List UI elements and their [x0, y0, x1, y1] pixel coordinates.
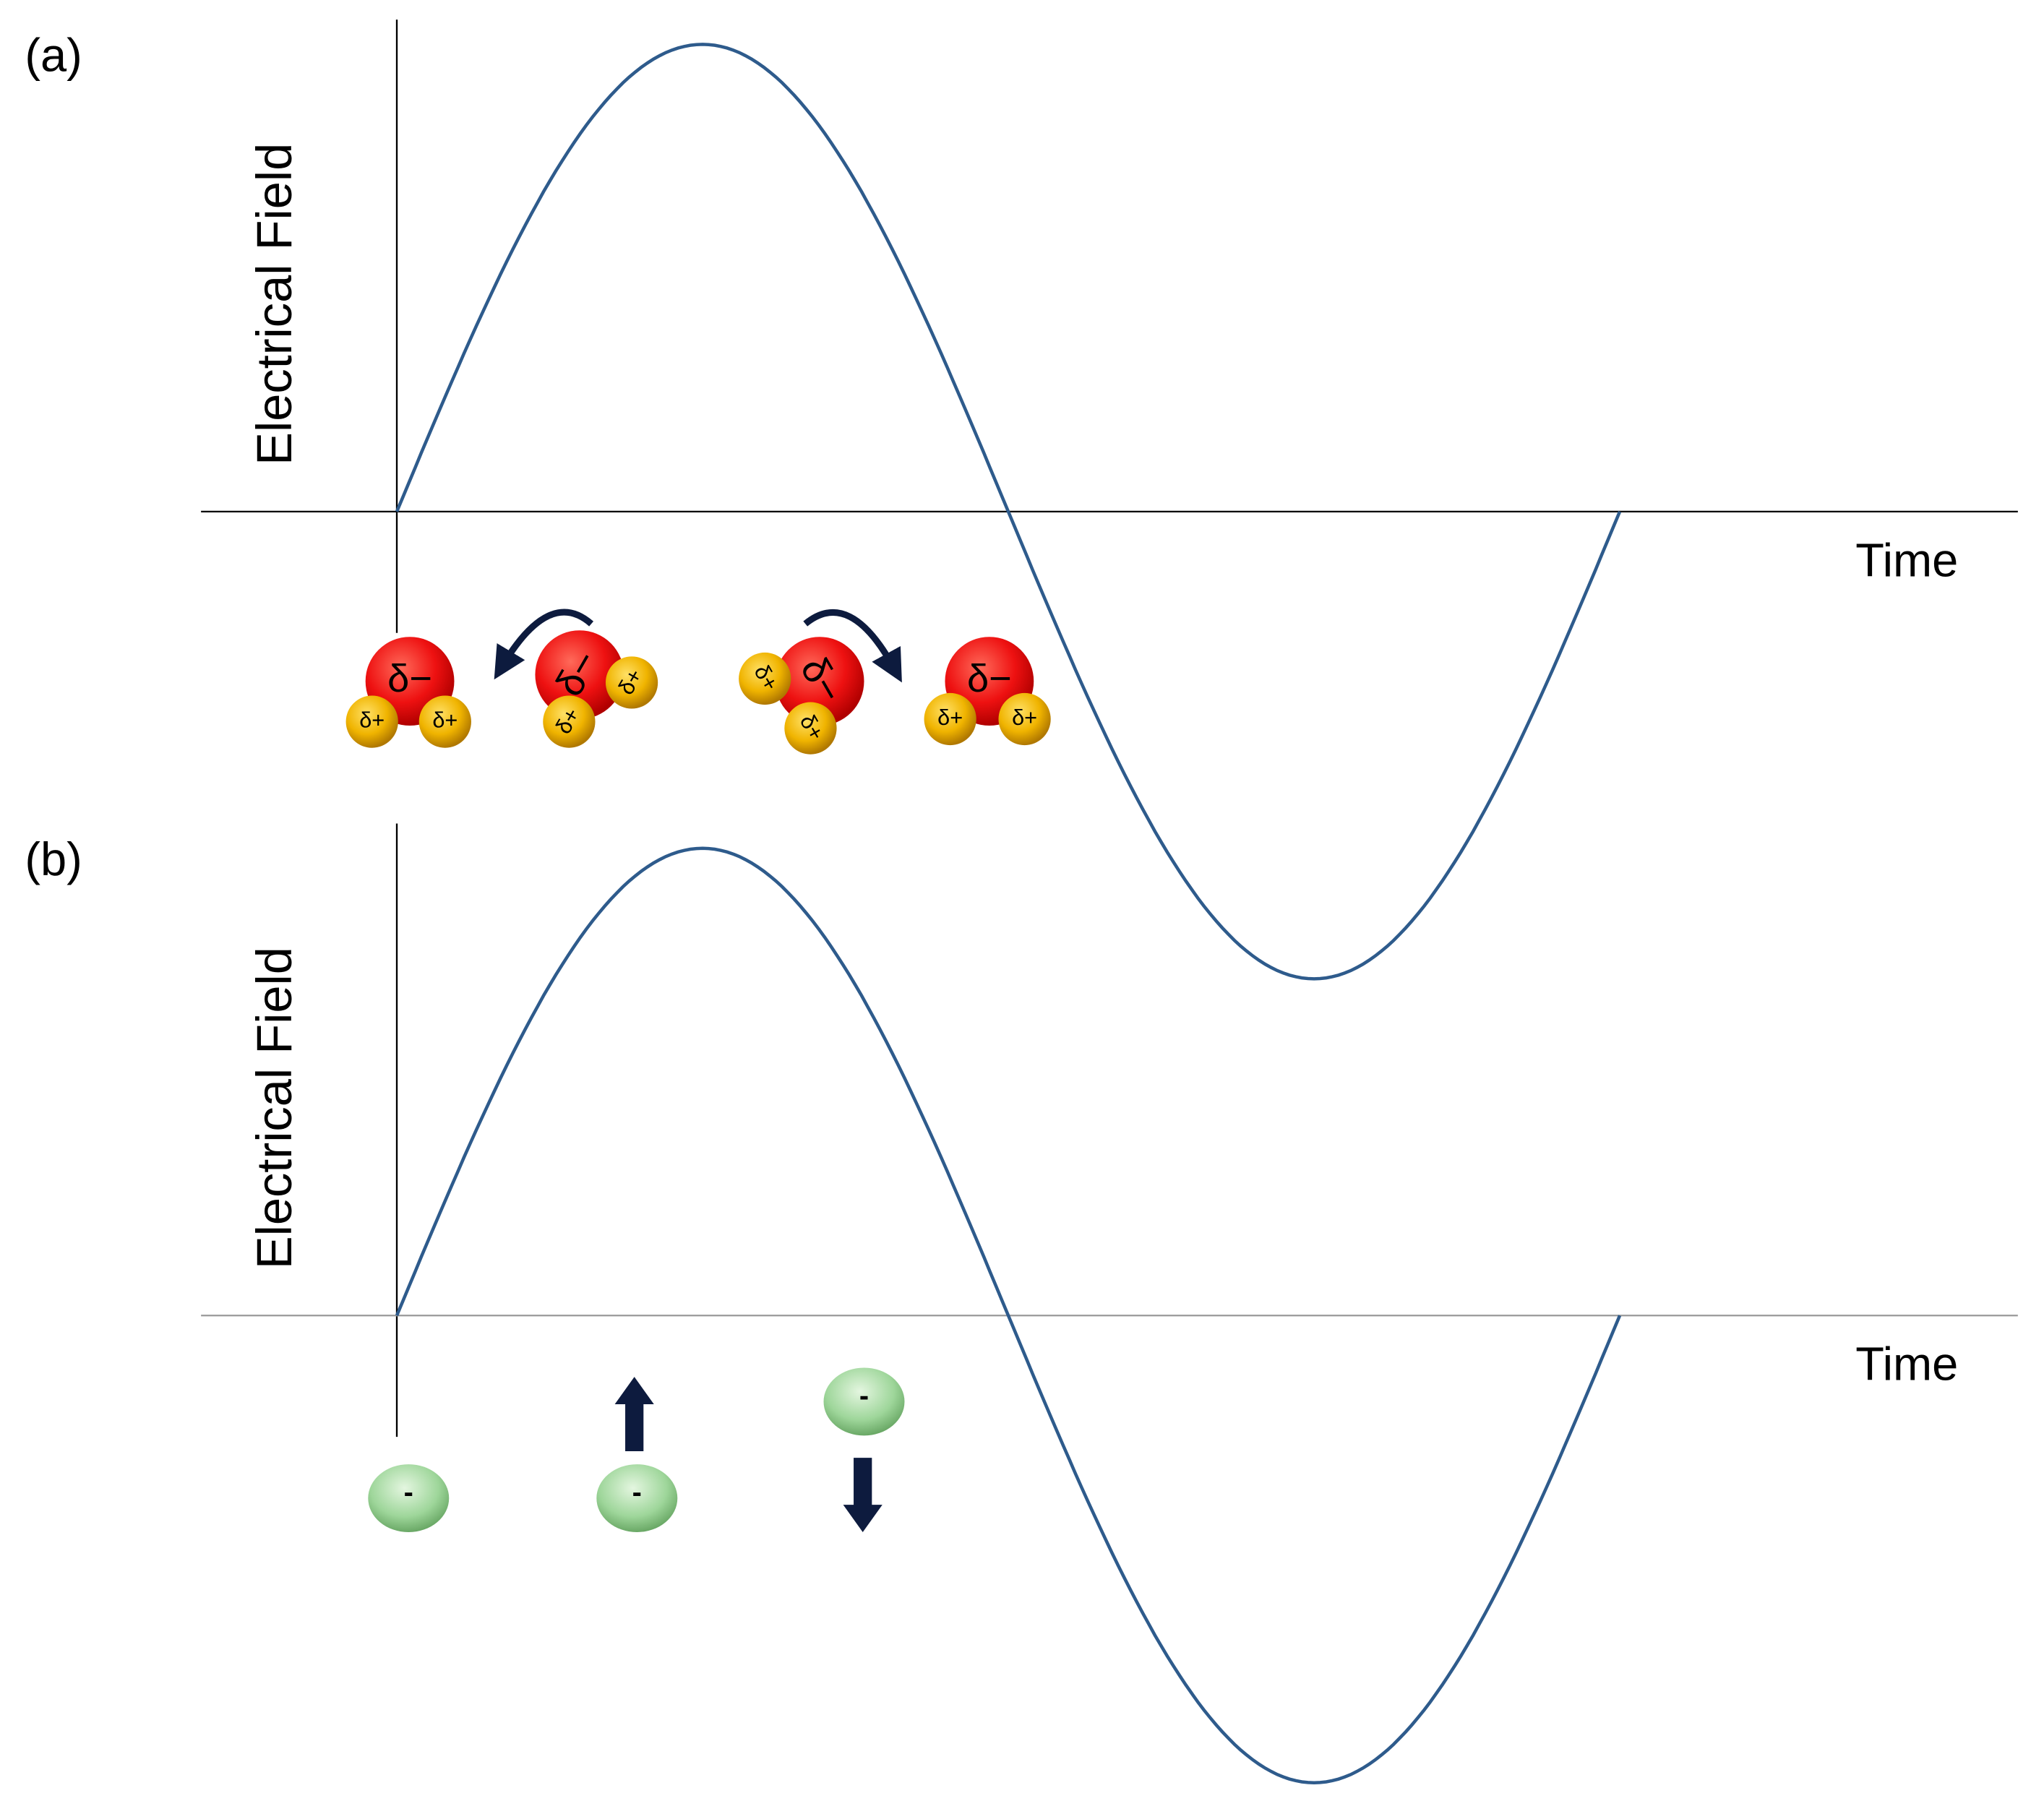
ion: [368, 1464, 450, 1533]
oxygen-charge: δ−: [967, 657, 1012, 700]
oxygen-atom: [775, 637, 864, 726]
hydrogen-atom: [998, 692, 1051, 746]
ion: [596, 1464, 678, 1533]
panel-label: (a): [25, 28, 82, 81]
hydrogen-charge: δ+: [359, 708, 385, 733]
ion: [823, 1367, 905, 1436]
x-axis-label: Time: [1855, 1338, 1958, 1390]
hydrogen-charge: δ+: [432, 708, 458, 733]
oxygen-charge: δ−: [387, 657, 432, 700]
ion-charge: -: [632, 1477, 642, 1508]
rotation-arrow: [803, 609, 902, 683]
motion-arrow: [843, 1458, 883, 1533]
sine-wave: [395, 43, 1622, 981]
hydrogen-atom: [739, 652, 791, 705]
ion-charge: -: [404, 1477, 413, 1508]
sine-wave: [395, 846, 1622, 1784]
hydrogen-atom: [345, 695, 398, 748]
hydrogen-charge: δ+: [937, 705, 963, 730]
oxygen-atom: [535, 630, 624, 719]
rotation-arrow: [494, 609, 594, 680]
hydrogen-charge: δ+: [1012, 705, 1037, 730]
hydrogen-atom: [418, 695, 471, 748]
hydrogen-atom: [784, 702, 837, 755]
ion-charge: -: [859, 1380, 869, 1412]
motion-arrow: [614, 1377, 654, 1452]
y-axis-label: Electrical Field: [246, 143, 302, 465]
x-axis-label: Time: [1855, 533, 1958, 586]
panel-label: (b): [25, 833, 82, 885]
y-axis-label: Electrical Field: [246, 947, 302, 1269]
hydrogen-atom: [924, 692, 976, 746]
hydrogen-atom: [543, 695, 596, 748]
hydrogen-atom: [605, 656, 658, 709]
